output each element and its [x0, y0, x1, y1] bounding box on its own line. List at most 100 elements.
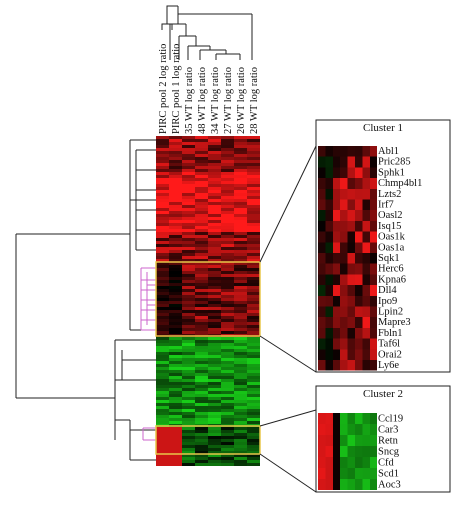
heatmap-cell	[221, 253, 234, 256]
heatmap-cell	[208, 322, 221, 325]
cluster-cell	[318, 317, 326, 328]
cluster-cell	[369, 274, 378, 286]
heatmap-cell	[208, 136, 221, 139]
heatmap-cell	[195, 352, 208, 355]
heatmap-cell	[221, 145, 234, 148]
heatmap-cell	[208, 388, 221, 391]
cluster-cell	[318, 306, 326, 318]
cluster-cell	[355, 146, 363, 157]
heatmap-cell	[247, 298, 260, 301]
heatmap-cell	[156, 310, 169, 313]
heatmap-cell	[195, 181, 208, 184]
heatmap-cell	[169, 394, 182, 397]
heatmap-cell	[221, 283, 234, 286]
heatmap-cell	[182, 379, 195, 382]
heatmap-cell	[195, 307, 208, 310]
heatmap-cell	[182, 244, 195, 247]
heatmap-cell	[234, 280, 247, 283]
heatmap-cell	[221, 244, 234, 247]
heatmap-cell	[156, 343, 169, 346]
heatmap-cell	[208, 328, 221, 331]
cluster-cell	[355, 253, 363, 264]
cluster-cell	[369, 317, 378, 328]
cluster-cell	[318, 457, 326, 468]
heatmap-cell	[247, 166, 260, 169]
cluster-cell	[362, 457, 370, 468]
heatmap-cell	[182, 349, 195, 352]
heatmap-cell	[169, 349, 182, 352]
heatmap-cell	[169, 172, 182, 175]
heatmap-cell	[208, 316, 221, 319]
cluster-cell	[347, 306, 355, 318]
heatmap-cell	[221, 148, 234, 151]
heatmap-cell	[221, 139, 234, 142]
heatmap-cell	[208, 223, 221, 226]
heatmap-cell	[234, 346, 247, 349]
cluster-cell	[332, 231, 341, 243]
heatmap-cell	[156, 370, 169, 373]
cluster-cell	[362, 360, 370, 371]
gene-label: Kpna6	[378, 274, 406, 285]
heatmap-cell	[208, 193, 221, 196]
heatmap-cell	[247, 319, 260, 322]
heatmap-cell	[234, 187, 247, 190]
heatmap-cell	[247, 463, 260, 466]
cluster-cell	[369, 231, 378, 243]
heatmap-cell	[234, 136, 247, 139]
cluster-cell	[332, 424, 341, 435]
heatmap-cell	[221, 160, 234, 163]
heatmap-cell	[156, 385, 169, 388]
heatmap-cell	[182, 280, 195, 283]
heatmap-cell	[182, 352, 195, 355]
heatmap-cell	[169, 166, 182, 169]
cluster-cell	[362, 167, 370, 179]
heatmap-cell	[208, 454, 221, 457]
heatmap-cell	[221, 184, 234, 187]
heatmap-cell	[234, 202, 247, 205]
gene-label: Oas1a	[378, 242, 405, 253]
heatmap-cell	[169, 193, 182, 196]
heatmap-cell	[182, 139, 195, 142]
heatmap-cell	[169, 211, 182, 214]
cluster-cell	[332, 188, 341, 200]
heatmap-cell	[169, 418, 182, 421]
heatmap-cell	[208, 451, 221, 454]
cluster-cell	[340, 413, 348, 424]
heatmap-cell	[208, 427, 221, 430]
heatmap-cell	[247, 445, 260, 448]
heatmap-cell	[169, 268, 182, 271]
gene-label: Oas1k	[378, 232, 406, 243]
heatmap-cell	[234, 166, 247, 169]
heatmap-cell	[182, 295, 195, 298]
heatmap-cell	[195, 184, 208, 187]
cluster-cell	[332, 435, 341, 446]
gene-label: Ly6e	[378, 360, 399, 371]
cluster-cell	[325, 146, 333, 157]
heatmap-cell	[221, 286, 234, 289]
cluster-cell	[362, 338, 370, 350]
heatmap-cell	[182, 361, 195, 364]
cluster-cell	[369, 156, 378, 168]
heatmap-cell	[156, 160, 169, 163]
heatmap-cell	[182, 412, 195, 415]
cluster-cell	[355, 231, 363, 243]
cluster-cell	[318, 199, 326, 211]
heatmap-cell	[169, 160, 182, 163]
heatmap-cell	[156, 295, 169, 298]
cluster-cell	[347, 274, 355, 286]
heatmap-cell	[221, 418, 234, 421]
heatmap-cell	[208, 403, 221, 406]
heatmap-cell	[247, 436, 260, 439]
heatmap-cell	[195, 439, 208, 442]
cluster-cell	[325, 306, 333, 318]
heatmap-cell	[195, 391, 208, 394]
heatmap-cell	[234, 256, 247, 259]
heatmap-cell	[234, 265, 247, 268]
heatmap-cell	[208, 313, 221, 316]
heatmap-cell	[208, 253, 221, 256]
heatmap-cell	[156, 247, 169, 250]
heatmap-cell	[234, 376, 247, 379]
heatmap-cell	[156, 262, 169, 265]
heatmap-cell	[247, 418, 260, 421]
heatmap-cell	[234, 223, 247, 226]
